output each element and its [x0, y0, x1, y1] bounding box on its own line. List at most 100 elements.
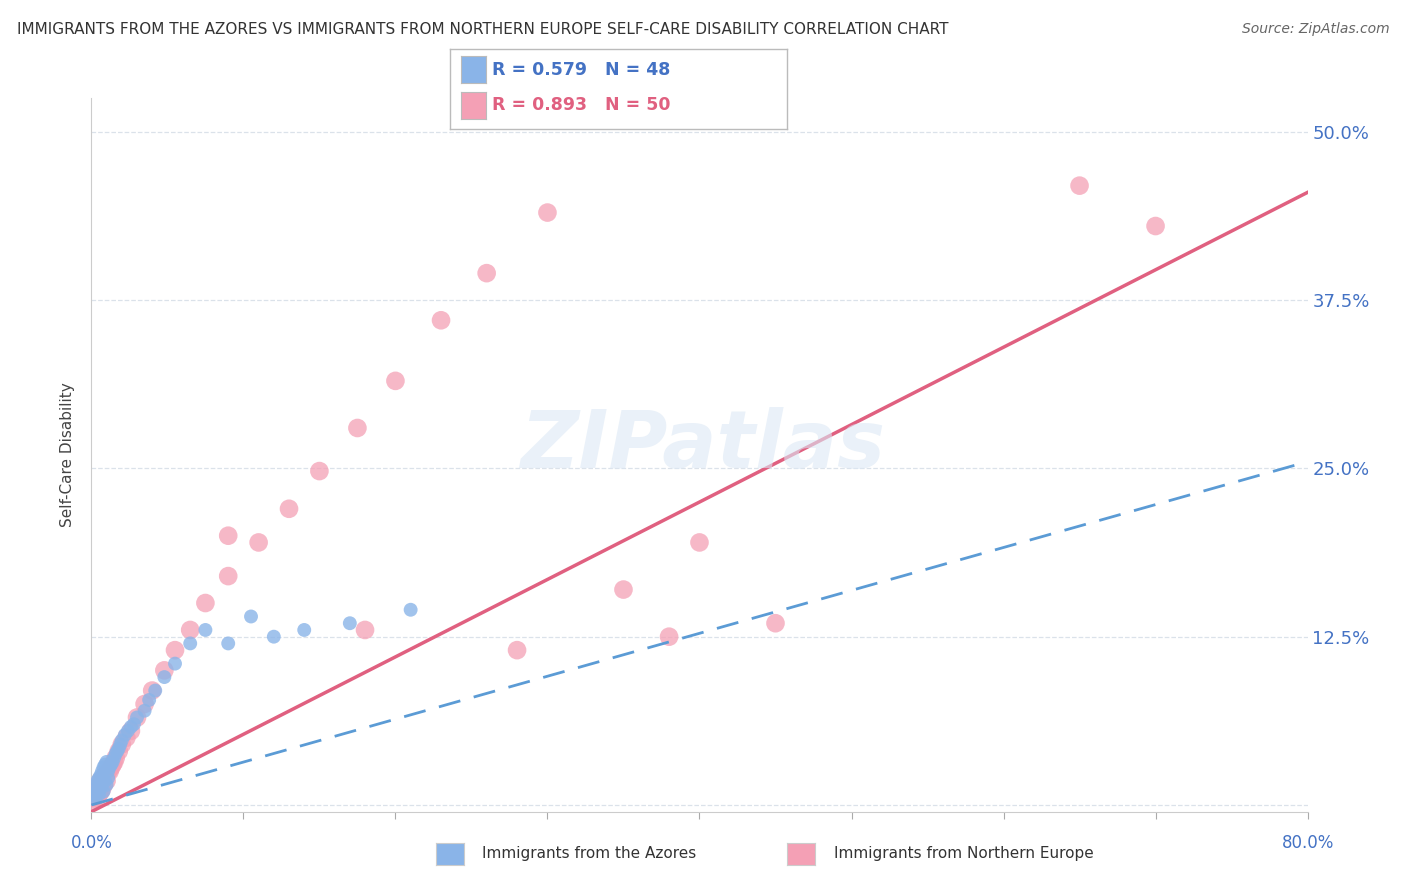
Point [84, 789, 107, 804]
Point [83, 791, 105, 805]
Point [83, 787, 105, 801]
Point [354, 623, 377, 637]
Point [107, 744, 129, 758]
Point [83, 781, 105, 796]
Point [89, 781, 111, 796]
Point [163, 657, 186, 671]
Point [120, 720, 142, 734]
Point [117, 723, 139, 738]
Point [1069, 178, 1091, 193]
Text: Immigrants from the Azores: Immigrants from the Azores [482, 847, 696, 861]
Point [96, 778, 118, 792]
Point [91, 781, 114, 796]
Point [1144, 219, 1167, 233]
Point [120, 723, 142, 738]
Text: R = 0.579   N = 48: R = 0.579 N = 48 [492, 61, 671, 78]
Point [94, 773, 117, 788]
Point [103, 751, 125, 765]
Point [194, 623, 217, 637]
Point [86, 789, 108, 804]
Text: R = 0.893   N = 50: R = 0.893 N = 50 [492, 96, 671, 114]
Text: 0.0%: 0.0% [70, 834, 112, 852]
Point [346, 421, 368, 435]
Point [475, 266, 498, 280]
Point [125, 710, 148, 724]
Point [506, 643, 529, 657]
Point [94, 768, 117, 782]
Point [115, 731, 138, 745]
Point [384, 374, 406, 388]
Point [93, 771, 115, 785]
Point [141, 683, 163, 698]
Point [91, 778, 114, 792]
Point [134, 697, 156, 711]
Point [110, 738, 132, 752]
Point [399, 603, 422, 617]
Point [100, 757, 122, 772]
Point [765, 616, 787, 631]
Point [103, 755, 125, 769]
Y-axis label: Self-Care Disability: Self-Care Disability [60, 383, 76, 527]
Point [97, 764, 120, 779]
Point [217, 569, 239, 583]
Point [536, 205, 558, 219]
Point [104, 747, 127, 761]
Point [658, 630, 681, 644]
Point [89, 768, 111, 782]
Point [612, 582, 634, 597]
Point [87, 787, 110, 801]
Point [153, 664, 176, 678]
Point [114, 728, 136, 742]
Point [105, 744, 128, 758]
Point [93, 760, 115, 774]
Point [179, 623, 201, 637]
Text: 80.0%: 80.0% [1281, 834, 1334, 852]
Text: Source: ZipAtlas.com: Source: ZipAtlas.com [1241, 22, 1389, 37]
Point [84, 784, 107, 798]
Point [125, 710, 148, 724]
Point [339, 616, 361, 631]
Point [308, 464, 330, 478]
Point [82, 794, 104, 808]
Point [292, 623, 315, 637]
Point [179, 636, 201, 650]
Point [87, 778, 110, 792]
Point [86, 784, 108, 798]
Point [163, 643, 186, 657]
Point [138, 693, 160, 707]
Point [86, 781, 108, 796]
Point [247, 535, 270, 549]
Point [97, 771, 120, 785]
Point [104, 751, 127, 765]
Point [91, 764, 114, 779]
Point [84, 787, 107, 801]
Text: IMMIGRANTS FROM THE AZORES VS IMMIGRANTS FROM NORTHERN EUROPE SELF-CARE DISABILI: IMMIGRANTS FROM THE AZORES VS IMMIGRANTS… [17, 22, 949, 37]
Point [96, 773, 118, 788]
Point [430, 313, 453, 327]
Point [111, 738, 134, 752]
Point [143, 683, 166, 698]
Point [263, 630, 285, 644]
Point [98, 764, 121, 779]
Point [217, 529, 239, 543]
Point [93, 778, 115, 792]
Point [101, 755, 124, 769]
Point [688, 535, 710, 549]
Point [101, 757, 124, 772]
Point [96, 755, 118, 769]
Point [98, 760, 121, 774]
Point [240, 609, 263, 624]
Text: Immigrants from Northern Europe: Immigrants from Northern Europe [834, 847, 1094, 861]
Text: ZIPatlas: ZIPatlas [520, 407, 886, 485]
Point [87, 787, 110, 801]
Point [86, 773, 108, 788]
Point [100, 760, 122, 774]
Point [278, 501, 301, 516]
Point [87, 771, 110, 785]
Point [97, 764, 120, 779]
Point [89, 773, 111, 788]
Point [111, 733, 134, 747]
Point [194, 596, 217, 610]
Point [107, 741, 129, 756]
Point [82, 791, 104, 805]
